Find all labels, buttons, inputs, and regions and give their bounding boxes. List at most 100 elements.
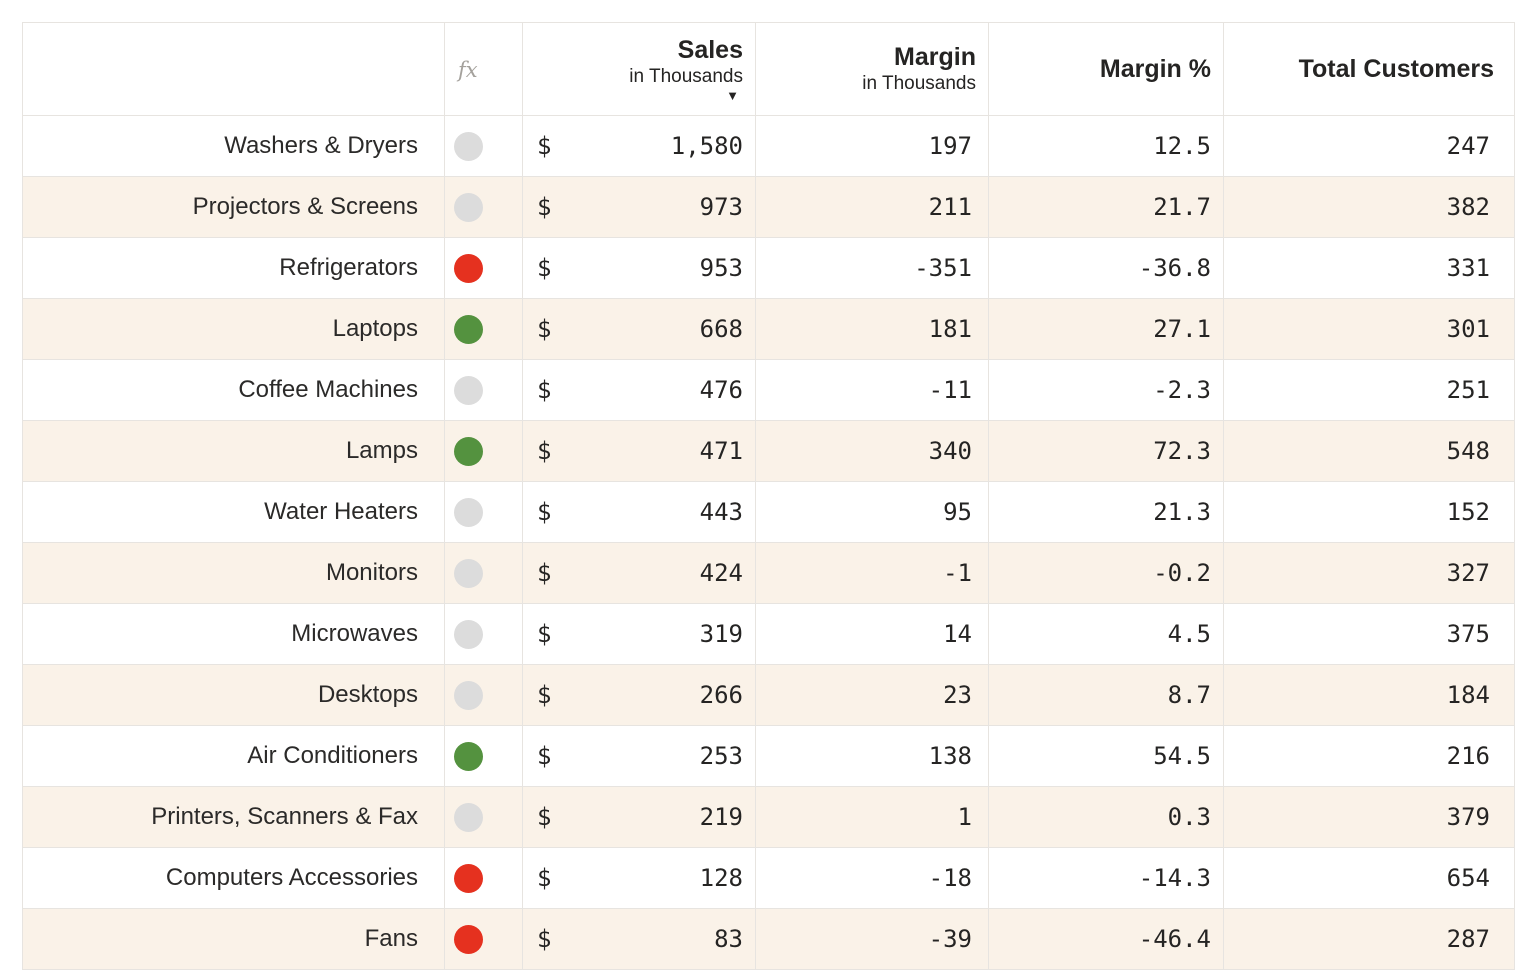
category-cell[interactable]: Coffee Machines [22, 359, 445, 421]
table-row[interactable]: Lamps $471 340 72.3 548 [22, 420, 1515, 482]
sales-cell[interactable]: $953 [522, 237, 756, 299]
customers-cell[interactable]: 216 [1223, 725, 1515, 787]
table-row[interactable]: Monitors $424 -1 -0.2 327 [22, 542, 1515, 604]
sales-cell[interactable]: $83 [522, 908, 756, 970]
margin-pct-cell[interactable]: 72.3 [988, 420, 1224, 482]
margin-cell[interactable]: 14 [755, 603, 989, 665]
category-cell[interactable]: Fans [22, 908, 445, 970]
customers-cell[interactable]: 247 [1223, 115, 1515, 177]
margin-pct-cell[interactable]: 21.3 [988, 481, 1224, 543]
table-row[interactable]: Desktops $266 23 8.7 184 [22, 664, 1515, 726]
margin-cell[interactable]: 211 [755, 176, 989, 238]
category-cell[interactable]: Desktops [22, 664, 445, 726]
margin-cell[interactable]: -39 [755, 908, 989, 970]
margin-cell[interactable]: 197 [755, 115, 989, 177]
fx-column-header[interactable]: fx [444, 22, 523, 116]
category-cell[interactable]: Monitors [22, 542, 445, 604]
margin-pct-cell[interactable]: 0.3 [988, 786, 1224, 848]
status-cell[interactable] [444, 237, 523, 299]
total-customers-column-header[interactable]: Total Customers [1223, 22, 1515, 116]
margin-column-header[interactable]: Margin in Thousands [755, 22, 989, 116]
category-cell[interactable]: Laptops [22, 298, 445, 360]
category-cell[interactable]: Air Conditioners [22, 725, 445, 787]
sales-cell[interactable]: $973 [522, 176, 756, 238]
table-row[interactable]: Air Conditioners $253 138 54.5 216 [22, 725, 1515, 787]
margin-cell[interactable]: 1 [755, 786, 989, 848]
margin-pct-cell[interactable]: -14.3 [988, 847, 1224, 909]
customers-cell[interactable]: 301 [1223, 298, 1515, 360]
status-cell[interactable] [444, 847, 523, 909]
table-row[interactable]: Washers & Dryers $1,580 197 12.5 247 [22, 115, 1515, 177]
table-row[interactable]: Microwaves $319 14 4.5 375 [22, 603, 1515, 665]
status-cell[interactable] [444, 359, 523, 421]
category-cell[interactable]: Printers, Scanners & Fax [22, 786, 445, 848]
status-cell[interactable] [444, 908, 523, 970]
margin-cell[interactable]: 138 [755, 725, 989, 787]
customers-cell[interactable]: 152 [1223, 481, 1515, 543]
margin-pct-cell[interactable]: 8.7 [988, 664, 1224, 726]
status-cell[interactable] [444, 176, 523, 238]
margin-cell[interactable]: -351 [755, 237, 989, 299]
category-cell[interactable]: Computers Accessories [22, 847, 445, 909]
margin-pct-cell[interactable]: -46.4 [988, 908, 1224, 970]
category-cell[interactable]: Water Heaters [22, 481, 445, 543]
status-cell[interactable] [444, 481, 523, 543]
margin-cell[interactable]: 340 [755, 420, 989, 482]
sales-cell[interactable]: $319 [522, 603, 756, 665]
status-cell[interactable] [444, 786, 523, 848]
status-cell[interactable] [444, 664, 523, 726]
status-cell[interactable] [444, 420, 523, 482]
status-cell[interactable] [444, 298, 523, 360]
customers-cell[interactable]: 379 [1223, 786, 1515, 848]
sales-cell[interactable]: $471 [522, 420, 756, 482]
margin-pct-cell[interactable]: 54.5 [988, 725, 1224, 787]
margin-pct-cell[interactable]: 21.7 [988, 176, 1224, 238]
status-cell[interactable] [444, 115, 523, 177]
customers-cell[interactable]: 548 [1223, 420, 1515, 482]
customers-cell[interactable]: 382 [1223, 176, 1515, 238]
table-row[interactable]: Coffee Machines $476 -11 -2.3 251 [22, 359, 1515, 421]
category-cell[interactable]: Washers & Dryers [22, 115, 445, 177]
sales-cell[interactable]: $424 [522, 542, 756, 604]
margin-pct-cell[interactable]: -2.3 [988, 359, 1224, 421]
customers-cell[interactable]: 654 [1223, 847, 1515, 909]
margin-cell[interactable]: -11 [755, 359, 989, 421]
margin-pct-cell[interactable]: -0.2 [988, 542, 1224, 604]
sales-cell[interactable]: $253 [522, 725, 756, 787]
status-cell[interactable] [444, 725, 523, 787]
customers-cell[interactable]: 287 [1223, 908, 1515, 970]
sales-cell[interactable]: $443 [522, 481, 756, 543]
sales-cell[interactable]: $1,580 [522, 115, 756, 177]
margin-pct-column-header[interactable]: Margin % [988, 22, 1224, 116]
margin-cell[interactable]: -18 [755, 847, 989, 909]
table-row[interactable]: Laptops $668 181 27.1 301 [22, 298, 1515, 360]
category-column-header[interactable] [22, 22, 445, 116]
customers-cell[interactable]: 327 [1223, 542, 1515, 604]
sales-cell[interactable]: $266 [522, 664, 756, 726]
sales-cell[interactable]: $128 [522, 847, 756, 909]
margin-cell[interactable]: 95 [755, 481, 989, 543]
sales-cell[interactable]: $476 [522, 359, 756, 421]
customers-cell[interactable]: 375 [1223, 603, 1515, 665]
margin-cell[interactable]: 181 [755, 298, 989, 360]
table-row[interactable]: Computers Accessories $128 -18 -14.3 654 [22, 847, 1515, 909]
table-row[interactable]: Projectors & Screens $973 211 21.7 382 [22, 176, 1515, 238]
customers-cell[interactable]: 251 [1223, 359, 1515, 421]
margin-pct-cell[interactable]: 27.1 [988, 298, 1224, 360]
margin-cell[interactable]: 23 [755, 664, 989, 726]
margin-pct-cell[interactable]: 4.5 [988, 603, 1224, 665]
sales-column-header[interactable]: Sales in Thousands ▼ [522, 22, 756, 116]
category-cell[interactable]: Refrigerators [22, 237, 445, 299]
sales-cell[interactable]: $668 [522, 298, 756, 360]
table-row[interactable]: Printers, Scanners & Fax $219 1 0.3 379 [22, 786, 1515, 848]
customers-cell[interactable]: 184 [1223, 664, 1515, 726]
margin-pct-cell[interactable]: 12.5 [988, 115, 1224, 177]
customers-cell[interactable]: 331 [1223, 237, 1515, 299]
sales-cell[interactable]: $219 [522, 786, 756, 848]
category-cell[interactable]: Projectors & Screens [22, 176, 445, 238]
table-row[interactable]: Refrigerators $953 -351 -36.8 331 [22, 237, 1515, 299]
margin-pct-cell[interactable]: -36.8 [988, 237, 1224, 299]
margin-cell[interactable]: -1 [755, 542, 989, 604]
category-cell[interactable]: Microwaves [22, 603, 445, 665]
table-row[interactable]: Water Heaters $443 95 21.3 152 [22, 481, 1515, 543]
